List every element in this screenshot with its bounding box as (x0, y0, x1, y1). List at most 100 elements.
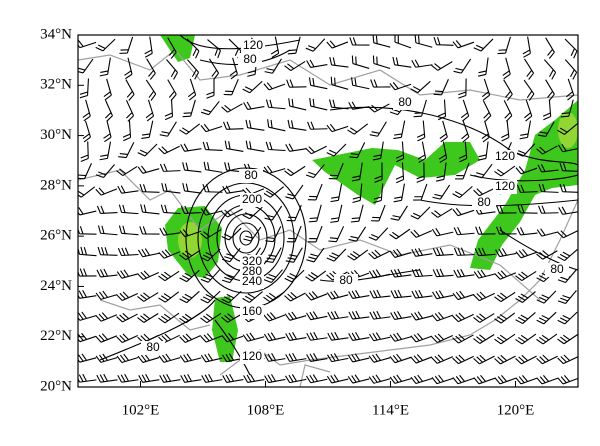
wind-barb (349, 37, 370, 46)
wind-barb (536, 290, 557, 304)
wind-barb (516, 184, 538, 193)
wind-barb (78, 311, 97, 321)
wind-barb (390, 289, 412, 299)
wind-barb (368, 332, 391, 342)
wind-barb (222, 185, 244, 194)
wind-barb (159, 373, 181, 383)
wind-barb (96, 205, 118, 214)
wind-barb (288, 98, 307, 111)
map-layers (78, 35, 578, 387)
wind-barb (221, 313, 243, 323)
wind-barb (473, 374, 496, 385)
wind-barb (187, 78, 197, 101)
wind-barb (307, 183, 323, 201)
wind-barb (125, 79, 135, 101)
wind-barb (559, 162, 578, 172)
wind-barb (158, 333, 180, 344)
wind-barb (306, 59, 328, 68)
wind-barb (95, 164, 115, 178)
wind-barb (125, 100, 135, 122)
contour-label-bg (493, 150, 517, 164)
wind-barb (453, 247, 475, 256)
wind-barb (523, 58, 535, 80)
wind-barb (179, 333, 201, 343)
wind-barb (494, 291, 516, 303)
wind-barb (538, 205, 559, 214)
wind-barb (328, 226, 345, 243)
wind-barb (458, 78, 467, 99)
wind-barb (284, 291, 306, 302)
wind-barb (287, 36, 301, 55)
wind-barb (411, 268, 433, 278)
wind-barb (515, 271, 537, 281)
wind-barb (158, 312, 180, 324)
wind-barb (494, 165, 516, 177)
wind-barb (564, 59, 578, 80)
wind-barb (118, 142, 135, 159)
wind-barb (245, 140, 265, 153)
wind-barb (97, 225, 118, 236)
wind-barb (330, 183, 343, 203)
wind-barb (501, 120, 510, 142)
wind-barb (200, 248, 221, 262)
wind-barb (348, 332, 370, 341)
wind-barb (369, 310, 391, 320)
wind-barb (137, 143, 158, 157)
wind-barb (413, 183, 428, 201)
wind-barb (159, 121, 177, 137)
wind-barb (347, 353, 370, 363)
wind-barb (263, 312, 286, 322)
wind-barb (264, 353, 286, 362)
wind-barb (560, 99, 574, 118)
wind-barb (243, 374, 265, 384)
contour-label: 120 (495, 179, 515, 193)
wind-barb (78, 332, 97, 343)
wind-barb (95, 333, 118, 343)
wind-barb (305, 270, 327, 282)
contour-label-bg (240, 193, 264, 207)
wind-barb (461, 120, 470, 143)
contour-label: 80 (398, 95, 412, 109)
wind-barb (328, 162, 344, 180)
wind-barb (330, 204, 343, 223)
wind-barb (145, 99, 155, 122)
wind-barb (78, 163, 92, 180)
wind-barb (432, 184, 451, 200)
wind-barb (347, 249, 369, 261)
wind-barb (221, 268, 241, 284)
wind-barb (263, 291, 285, 303)
wind-barb (179, 290, 200, 304)
wind-barb (452, 312, 474, 323)
wind-barb (326, 248, 347, 262)
wind-barb (222, 374, 244, 383)
wind-barb (224, 140, 244, 153)
contour-label-bg (240, 305, 264, 319)
wind-barb (306, 331, 328, 341)
wind-barb (138, 373, 160, 383)
wind-barb (327, 353, 349, 363)
x-tick-label: 120°E (497, 402, 535, 418)
wind-barb (117, 373, 139, 383)
wind-barb (411, 289, 433, 299)
wind-barb (137, 270, 159, 280)
wind-barb (306, 247, 325, 263)
wind-barb (536, 354, 558, 365)
wind-barb (137, 165, 160, 174)
wind-barb (180, 143, 202, 152)
wind-barb (410, 333, 433, 343)
wind-barb (200, 123, 223, 133)
wind-barb (285, 374, 307, 384)
wind-barb (481, 78, 491, 101)
wind-barb (245, 119, 265, 131)
wind-barb (116, 353, 139, 364)
wind-barb (536, 375, 559, 385)
wind-barb (200, 269, 221, 283)
wind-barb (433, 78, 449, 96)
wind-barb (515, 312, 536, 325)
y-tick-label: 30°N (40, 127, 72, 143)
wind-barb (414, 35, 433, 48)
wind-barb (390, 205, 408, 221)
wind-barb (372, 141, 384, 161)
wind-barb (390, 311, 412, 321)
wind-barb (558, 206, 578, 215)
